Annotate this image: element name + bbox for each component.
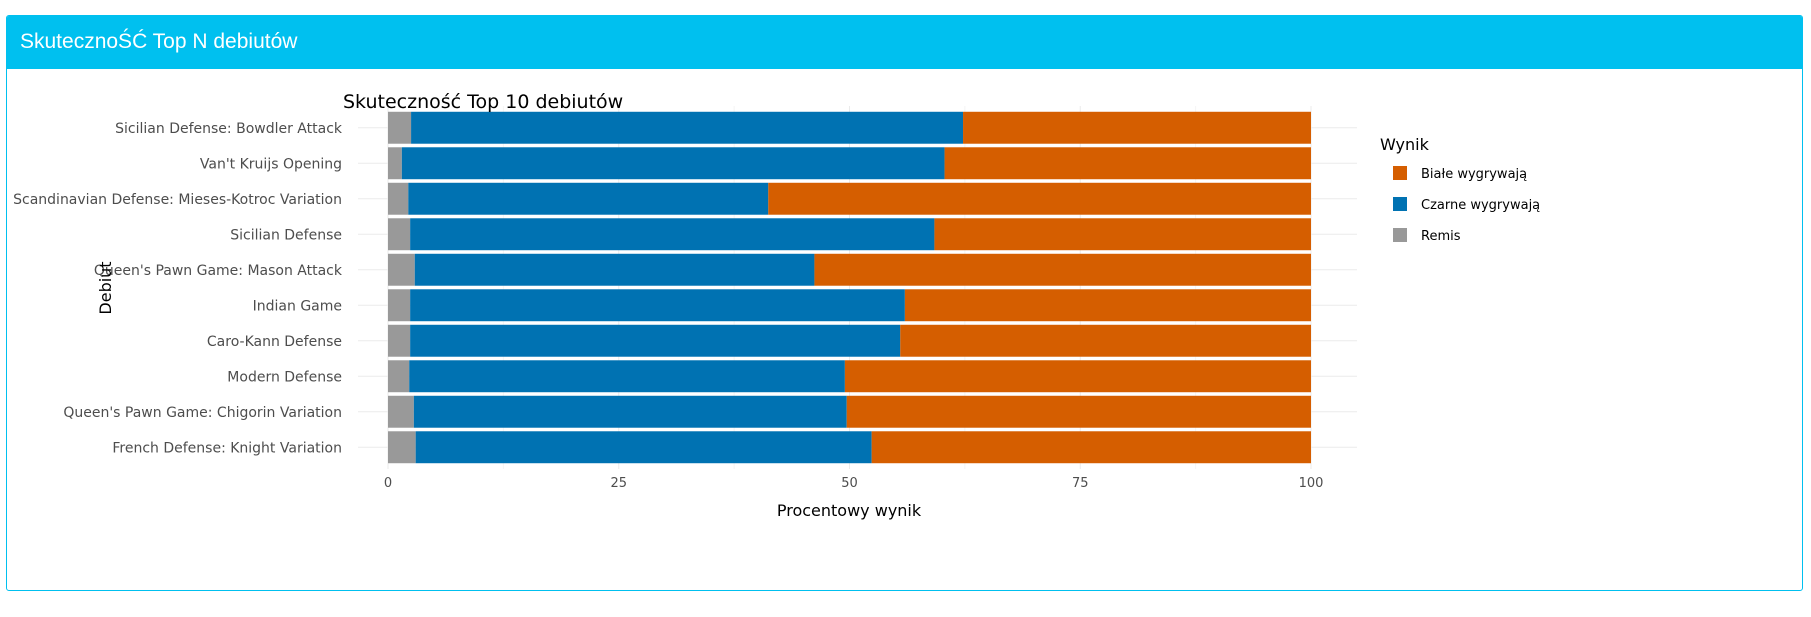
bar-czarne-wygrywaj- [414,253,815,286]
legend-label: Remis [1421,229,1461,244]
x-tick-label: 50 [841,476,858,491]
bar-bia-e-wygrywaj- [871,431,1311,464]
y-tick-label: Indian Game [253,298,342,314]
legend-swatch [1393,228,1407,242]
y-tick-label: Sicilian Defense [230,227,342,243]
bar-czarne-wygrywaj- [410,289,905,322]
y-tick-label: Caro-Kann Defense [207,334,342,350]
bar-remis [388,218,411,251]
bar-czarne-wygrywaj- [408,182,769,215]
legend-label: Białe wygrywają [1421,167,1527,182]
y-tick-label: Queen's Pawn Game: Mason Attack [94,263,343,279]
bar-bia-e-wygrywaj- [768,182,1311,215]
bar-czarne-wygrywaj- [401,147,945,180]
bar-remis [388,289,411,322]
y-tick-label: French Defense: Knight Variation [112,440,342,456]
chart-title: Skuteczność Top 10 debiutów [343,91,623,113]
x-tick-label: 100 [1299,476,1324,491]
bar-bia-e-wygrywaj- [904,289,1311,322]
chart-svg: Sicilian Defense: Bowdler Attack Van't Kr… [13,91,1540,520]
bar-czarne-wygrywaj- [410,324,901,357]
y-tick-label: Queen's Pawn Game: Chigorin Variation [63,405,342,421]
bar-remis [388,253,415,286]
bar-remis [388,182,409,215]
y-tick-label: Modern Defense [227,369,342,385]
bar-czarne-wygrywaj- [415,431,872,464]
legend-title: Wynik [1380,135,1430,154]
bar-remis [388,431,416,464]
bar-remis [388,324,411,357]
bar-czarne-wygrywaj- [411,111,964,144]
x-tick-label: 25 [610,476,627,491]
bar-bia-e-wygrywaj- [944,147,1311,180]
legend-swatch [1393,166,1407,180]
bar-bia-e-wygrywaj- [963,111,1311,144]
chart-panel: SkutecznoŚĆ Top N debiutów Sicilian Defe… [6,15,1803,591]
legend-swatch [1393,197,1407,211]
bar-czarne-wygrywaj- [413,395,847,428]
bar-remis [388,147,402,180]
bar-bia-e-wygrywaj- [846,395,1311,428]
legend-label: Czarne wygrywają [1421,198,1540,213]
bar-remis [388,395,414,428]
bar-remis [388,111,412,144]
panel-header: SkutecznoŚĆ Top N debiutów [7,16,1802,69]
bar-czarne-wygrywaj- [410,218,935,251]
y-tick-label: Sicilian Defense: Bowdler Attack [115,121,343,137]
bar-remis [388,360,410,393]
x-tick-label: 0 [384,476,392,491]
bar-bia-e-wygrywaj- [900,324,1311,357]
bar-czarne-wygrywaj- [409,360,845,393]
x-axis-label: Procentowy wynik [777,501,922,520]
y-tick-label: Scandinavian Defense: Mieses-Kotroc Vari… [13,192,342,208]
bar-bia-e-wygrywaj- [934,218,1311,251]
y-tick-label: Van't Kruijs Opening [200,156,342,172]
bar-bia-e-wygrywaj- [844,360,1311,393]
y-axis-label: Debiut [96,261,115,314]
bar-bia-e-wygrywaj- [814,253,1311,286]
x-tick-label: 75 [1072,476,1089,491]
